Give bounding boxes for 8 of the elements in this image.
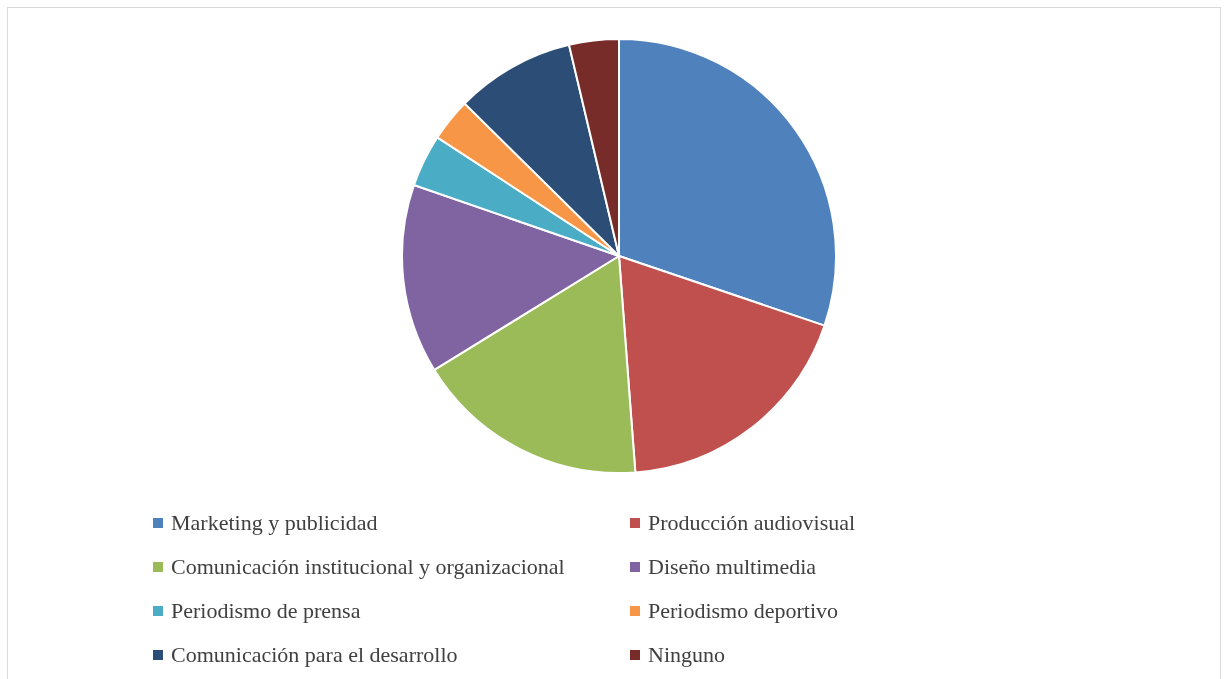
legend-label: Marketing y publicidad bbox=[171, 510, 378, 536]
legend-label: Comunicación institucional y organizacional bbox=[171, 554, 565, 580]
legend-label: Periodismo deportivo bbox=[648, 598, 839, 624]
legend-label: Diseño multimedia bbox=[648, 554, 817, 580]
legend-label: Ninguno bbox=[648, 642, 725, 668]
legend-label: Comunicación para el desarrollo bbox=[171, 642, 458, 668]
legend-label: Producción audiovisual bbox=[648, 510, 856, 536]
legend-label: Periodismo de prensa bbox=[171, 598, 361, 624]
